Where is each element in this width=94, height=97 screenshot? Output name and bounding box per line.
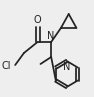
Text: N: N <box>47 31 55 41</box>
Text: N: N <box>63 62 70 72</box>
Text: Cl: Cl <box>2 61 11 71</box>
Text: O: O <box>34 15 41 25</box>
